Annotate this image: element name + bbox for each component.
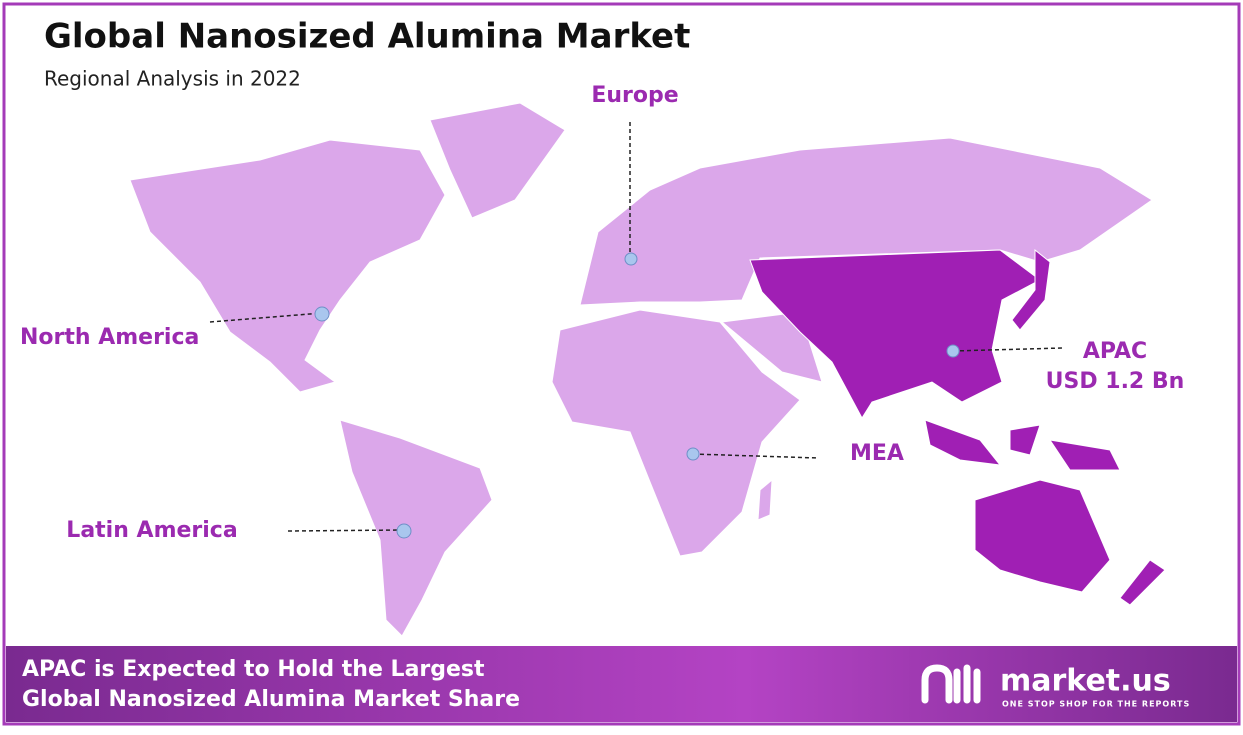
region-value: USD 1.2 Bn	[1046, 369, 1185, 394]
madagascar	[757, 478, 773, 521]
marker	[946, 344, 960, 358]
eurasia	[579, 137, 1153, 306]
callouts: North America Europe APAC USD 1.2 Bn MEA…	[20, 83, 1184, 543]
japan	[1011, 248, 1051, 331]
south-america	[339, 419, 493, 637]
logo: market.us ONE STOP SHOP FOR THE REPORTS	[921, 664, 1190, 709]
logo-mark	[921, 664, 981, 704]
region-label: MEA	[850, 441, 904, 466]
africa	[551, 309, 801, 557]
new-zealand	[1119, 559, 1166, 606]
footer-band	[6, 646, 1237, 722]
marker	[624, 252, 638, 266]
marker	[686, 447, 700, 461]
north-america	[129, 139, 446, 393]
world-map	[129, 102, 1166, 637]
tagline: ONE STOP SHOP FOR THE REPORTS	[1002, 700, 1190, 709]
title: Global Nanosized Alumina Market	[44, 17, 690, 57]
greenland	[429, 102, 566, 219]
footer-headline: Global Nanosized Alumina Market Share	[22, 687, 520, 712]
marker	[396, 523, 412, 539]
subtitle: Regional Analysis in 2022	[44, 67, 301, 91]
region-label: APAC	[1083, 339, 1147, 364]
region-label: North America	[20, 325, 199, 350]
southeast-asia-islands	[924, 419, 1121, 471]
leader-line	[287, 529, 405, 532]
footer-headline: APAC is Expected to Hold the Largest	[22, 657, 485, 682]
region-label: Latin America	[66, 518, 237, 543]
australia	[974, 479, 1111, 593]
marker	[314, 306, 330, 322]
leader-line	[209, 312, 323, 323]
brand: market.us	[1000, 664, 1171, 699]
region-label: Europe	[591, 83, 678, 108]
asia-pacific	[749, 249, 1041, 419]
